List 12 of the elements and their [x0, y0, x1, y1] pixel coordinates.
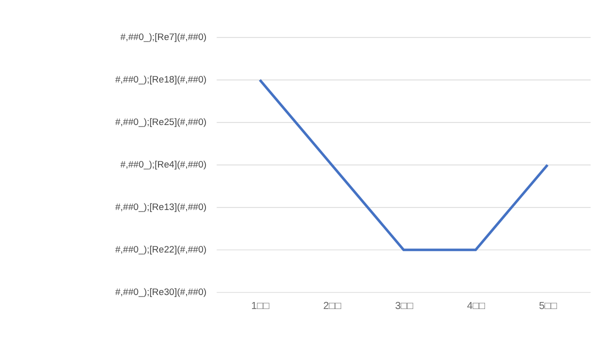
text: #,##0_);[Re22](#,##0): [115, 244, 207, 254]
text: #,##0_);[Re25](#,##0): [115, 116, 207, 127]
x-tick-label: 4□□: [467, 300, 486, 312]
text: #,##0_);[Re30](#,##0): [115, 286, 207, 297]
x-tick-label: 2□□: [323, 300, 342, 312]
text: #,##0_);[Re18](#,##0): [115, 74, 207, 84]
x-tick-label: 5□□: [538, 300, 558, 312]
text: #,##0_);[Re4](#,##0): [120, 159, 207, 170]
text: #,##0_);[Re13](#,##0): [115, 202, 207, 212]
text: #,##0_);[Re7](#,##0): [120, 32, 207, 42]
x-tick-label: 1□□: [251, 300, 270, 312]
x-tick-label: 3□□: [395, 300, 414, 312]
